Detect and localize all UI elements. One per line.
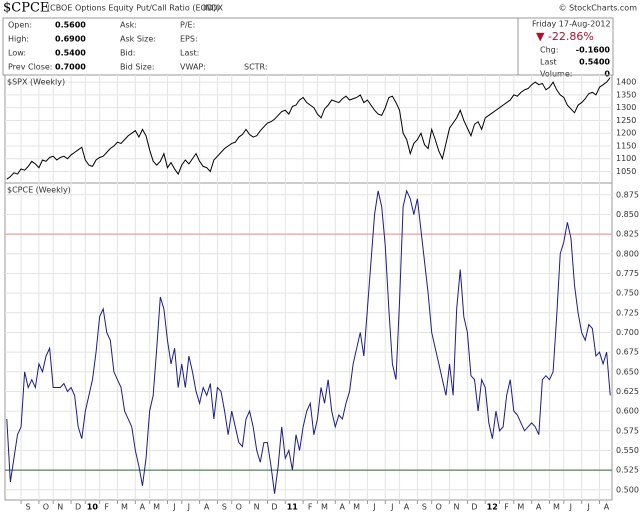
field-label: Prev Close:: [8, 63, 52, 72]
x-tick-label: O: [43, 503, 49, 512]
x-tick-label: A: [204, 503, 210, 512]
x-tick-label: J: [372, 503, 375, 512]
y-tick-label: 0.650: [616, 367, 639, 376]
y-tick-label: 0.525: [616, 466, 639, 475]
field-label: Last:: [180, 49, 199, 58]
y-tick-label: 0.775: [616, 269, 639, 278]
x-tick-label: D: [271, 503, 277, 512]
x-tick-label: 12: [487, 503, 498, 512]
x-tick-label: A: [536, 503, 542, 512]
field-value: 0.6900: [55, 35, 86, 44]
y-tick-label: 0.750: [616, 289, 639, 298]
field-value: 0.7000: [55, 63, 86, 72]
field-label: Ask:: [120, 21, 137, 30]
x-tick-label: 11: [287, 503, 299, 512]
x-tick-label: A: [340, 503, 346, 512]
x-tick-label: M: [553, 503, 560, 512]
x-tick-label: M: [517, 503, 524, 512]
credit: © StockCharts.com: [559, 4, 638, 13]
field-label: High:: [8, 35, 29, 44]
y-tick-label: 1250: [616, 116, 636, 125]
y-tick-label: 0.600: [616, 407, 639, 416]
y-tick-label: 0.850: [616, 210, 639, 219]
field-label: VWAP:: [180, 63, 206, 72]
x-tick-label: D: [75, 503, 81, 512]
panel-label: $CPCE (Weekly): [7, 186, 71, 195]
x-tick-label: N: [254, 503, 260, 512]
x-tick-label: F: [504, 503, 509, 512]
y-tick-label: 0.875: [616, 190, 639, 199]
x-tick-label: S: [422, 503, 427, 512]
field-value: 0.5400: [55, 49, 86, 58]
field-label: Volume:: [540, 70, 572, 79]
x-tick-label: N: [454, 503, 460, 512]
x-tick-label: M: [121, 503, 128, 512]
y-tick-label: 1150: [616, 141, 636, 150]
x-tick-label: S: [222, 503, 227, 512]
field-label: EPS:: [180, 35, 198, 44]
x-tick-label: F: [104, 503, 109, 512]
change-pct: ▼ -22.86%: [536, 30, 594, 43]
y-tick-label: 1300: [616, 103, 636, 112]
y-tick-label: 1050: [616, 167, 636, 176]
y-tick-label: 0.825: [616, 230, 639, 239]
y-tick-label: 0.725: [616, 308, 639, 317]
y-tick-label: 1350: [616, 90, 636, 99]
x-tick-label: M: [153, 503, 160, 512]
field-value: -0.1600: [576, 46, 611, 55]
x-tick-label: J: [187, 503, 190, 512]
field-value: 0.5600: [55, 21, 86, 30]
x-tick-label: 10: [87, 503, 99, 512]
field-label: P/E:: [180, 21, 195, 30]
field-value: 0.5400: [579, 58, 610, 67]
x-tick-label: A: [404, 503, 410, 512]
y-tick-label: 1100: [616, 154, 636, 163]
x-tick-label: J: [569, 503, 572, 512]
y-tick-label: 0.675: [616, 348, 639, 357]
field-label: Low:: [8, 49, 26, 58]
date: Friday 17-Aug-2012: [532, 20, 611, 29]
x-tick-label: J: [390, 503, 393, 512]
symbol: $CPCE: [3, 1, 49, 16]
field-value: 0: [604, 70, 610, 79]
x-tick-label: M: [353, 503, 360, 512]
y-tick-label: 0.575: [616, 426, 639, 435]
panel-label: $SPX (Weekly): [7, 78, 65, 87]
field-label: Open:: [8, 21, 32, 30]
x-tick-label: A: [604, 503, 610, 512]
field-label: Chg:: [540, 46, 558, 55]
x-tick-label: O: [436, 503, 442, 512]
x-tick-label: M: [321, 503, 328, 512]
x-tick-label: A: [140, 503, 146, 512]
exchange: INDX: [203, 4, 224, 13]
field-label: Last: [540, 58, 557, 67]
x-tick-label: F: [308, 503, 313, 512]
y-tick-label: 0.500: [616, 485, 639, 494]
x-tick-label: J: [172, 503, 175, 512]
field-label: SCTR:: [244, 63, 268, 72]
y-tick-label: 0.800: [616, 249, 639, 258]
x-tick-label: D: [471, 503, 477, 512]
y-tick-label: 0.550: [616, 446, 639, 455]
field-label: Bid:: [120, 49, 135, 58]
field-label: Bid Size:: [120, 63, 154, 72]
series-line: [6, 77, 611, 180]
series-line: [6, 189, 611, 494]
symbol-name: (CBOE Options Equity Put/Call Ratio (EOD…: [47, 4, 219, 13]
y-tick-label: 1400: [616, 78, 636, 87]
x-tick-label: J: [586, 503, 589, 512]
field-label: Ask Size:: [120, 35, 156, 44]
x-tick-label: O: [236, 503, 242, 512]
y-tick-label: 1200: [616, 129, 636, 138]
x-tick-label: N: [57, 503, 63, 512]
panel-frame: [4, 182, 613, 501]
y-tick-label: 0.625: [616, 387, 639, 396]
y-tick-label: 0.700: [616, 328, 639, 337]
x-tick-label: S: [26, 503, 31, 512]
